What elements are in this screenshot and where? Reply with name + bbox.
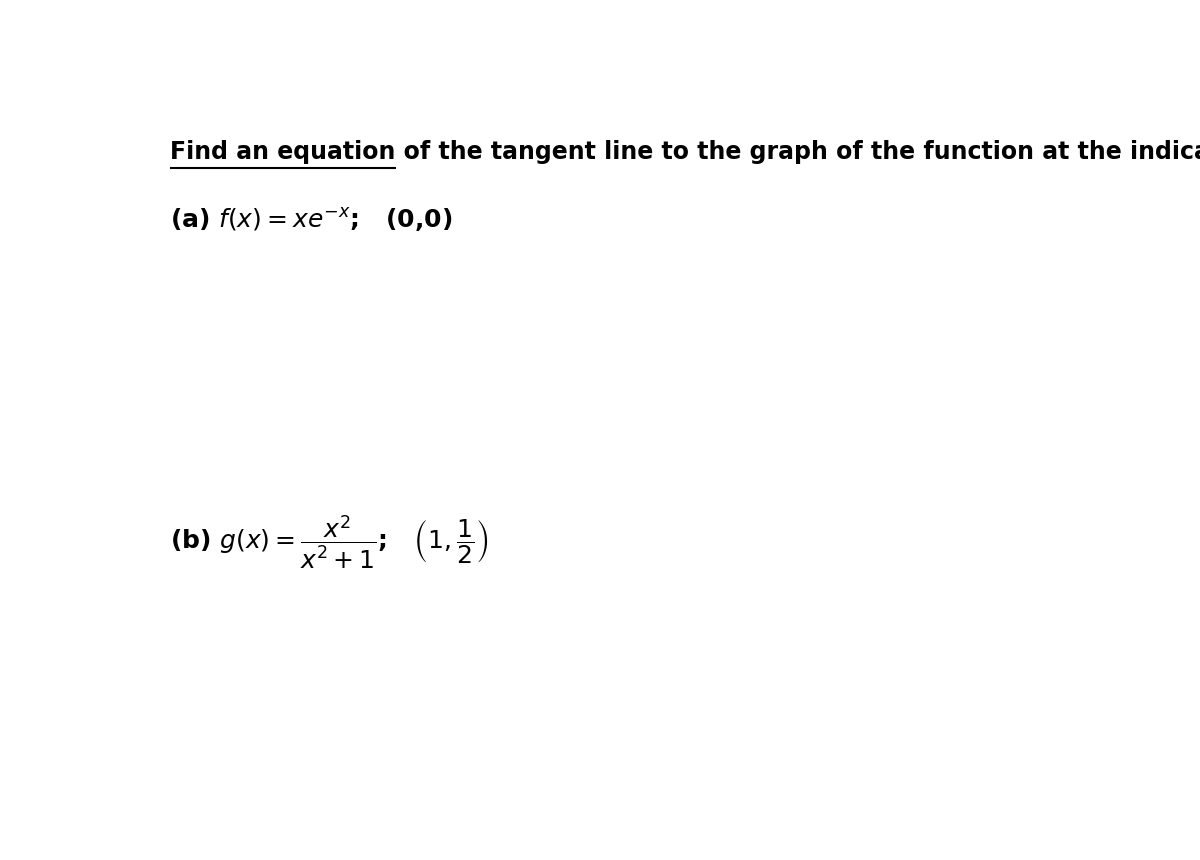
Text: (a) $f(x) = xe^{-x}$;   (0,0): (a) $f(x) = xe^{-x}$; (0,0) [170,206,452,234]
Text: (b) $g(x) = \dfrac{x^2}{x^2+1}$;   $\left(1,\dfrac{1}{2}\right)$: (b) $g(x) = \dfrac{x^2}{x^2+1}$; $\left(… [170,513,488,571]
Text: Find an equation of the tangent line to the graph of the function at the indicat: Find an equation of the tangent line to … [170,139,1200,163]
